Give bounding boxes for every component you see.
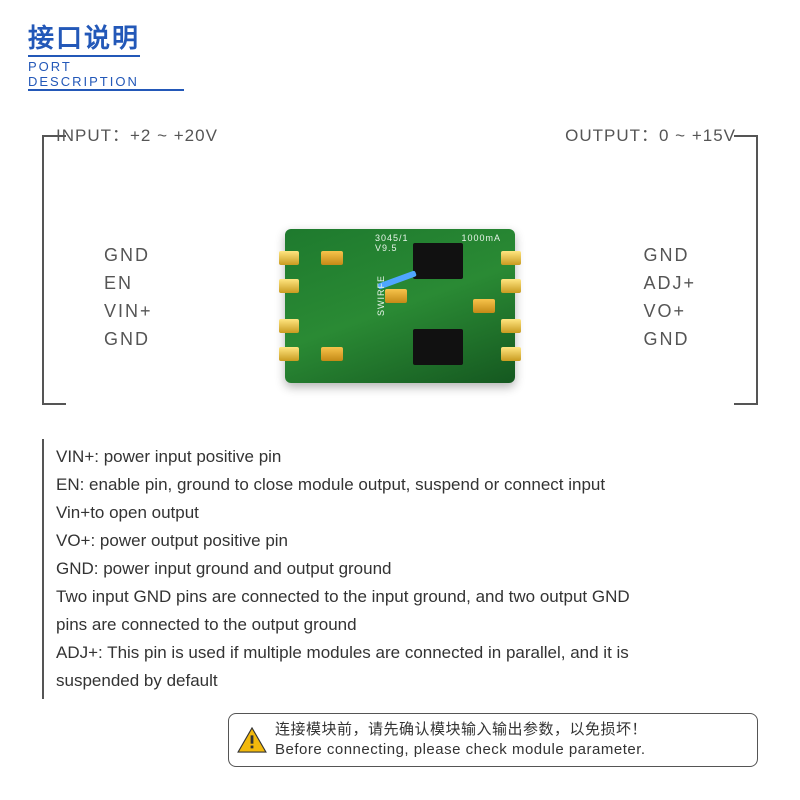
pin-label: VIN+ bbox=[104, 297, 153, 325]
pcb-capacitor bbox=[321, 347, 343, 361]
desc-line: VIN+: power input positive pin bbox=[56, 443, 758, 471]
pcb-pad bbox=[279, 319, 299, 333]
pin-label: GND bbox=[643, 325, 696, 353]
pcb-silk-brand: SWIRFE bbox=[376, 275, 386, 316]
pinout-diagram: INPUT：+2 ~ +20V OUTPUT：0 ~ +15V GND EN V… bbox=[42, 121, 758, 431]
desc-line: Vin+to open output bbox=[56, 499, 758, 527]
pcb-chip bbox=[413, 329, 463, 365]
pcb-chip bbox=[413, 243, 463, 279]
pcb-pad bbox=[501, 347, 521, 361]
desc-line: EN: enable pin, ground to close module o… bbox=[56, 471, 758, 499]
title-cn: 接口说明 bbox=[28, 18, 140, 57]
pin-label: GND bbox=[643, 241, 696, 269]
desc-line: GND: power input ground and output groun… bbox=[56, 555, 758, 583]
desc-line: ADJ+: This pin is used if multiple modul… bbox=[56, 639, 758, 667]
pcb-silk-current: 1000mA bbox=[461, 233, 501, 243]
desc-line: Two input GND pins are connected to the … bbox=[56, 583, 758, 611]
pcb-pad bbox=[501, 319, 521, 333]
pcb-pad bbox=[279, 279, 299, 293]
pin-label: GND bbox=[104, 325, 153, 353]
pin-label: ADJ+ bbox=[643, 269, 696, 297]
pcb-pad bbox=[279, 251, 299, 265]
pin-label: EN bbox=[104, 269, 153, 297]
input-pin-list: GND EN VIN+ GND bbox=[104, 241, 153, 353]
pcb-capacitor bbox=[385, 289, 407, 303]
output-bracket bbox=[734, 135, 758, 405]
warning-text-cn: 连接模块前，请先确认模块输入输出参数，以免损坏！ bbox=[275, 720, 745, 740]
warning-text-en: Before connecting, please check module p… bbox=[275, 740, 745, 760]
pcb-pad bbox=[501, 279, 521, 293]
pcb-silk-model: 3045/1V9.5 bbox=[375, 233, 409, 253]
desc-line: VO+: power output positive pin bbox=[56, 527, 758, 555]
desc-line: pins are connected to the output ground bbox=[56, 611, 758, 639]
pcb-module: 3045/1V9.5 SWIRFE 1000mA bbox=[285, 229, 515, 383]
output-pin-list: GND ADJ+ VO+ GND bbox=[643, 241, 696, 353]
header: 接口说明 PORT DESCRIPTION bbox=[28, 18, 772, 91]
title-en: PORT DESCRIPTION bbox=[28, 59, 184, 91]
input-range-label: INPUT：+2 ~ +20V bbox=[56, 121, 218, 146]
pin-description-block: VIN+: power input positive pin EN: enabl… bbox=[42, 439, 758, 699]
input-bracket bbox=[42, 135, 66, 405]
pcb-pad bbox=[501, 251, 521, 265]
warning-icon bbox=[237, 727, 267, 753]
pcb-capacitor bbox=[321, 251, 343, 265]
pcb-pad bbox=[279, 347, 299, 361]
pcb-capacitor bbox=[473, 299, 495, 313]
pin-label: VO+ bbox=[643, 297, 696, 325]
pin-label: GND bbox=[104, 241, 153, 269]
output-range-label: OUTPUT：0 ~ +15V bbox=[565, 121, 736, 146]
desc-line: suspended by default bbox=[56, 667, 758, 695]
warning-box: 连接模块前，请先确认模块输入输出参数，以免损坏！ Before connecti… bbox=[228, 713, 758, 767]
pcb-board: 3045/1V9.5 SWIRFE 1000mA bbox=[285, 229, 515, 383]
